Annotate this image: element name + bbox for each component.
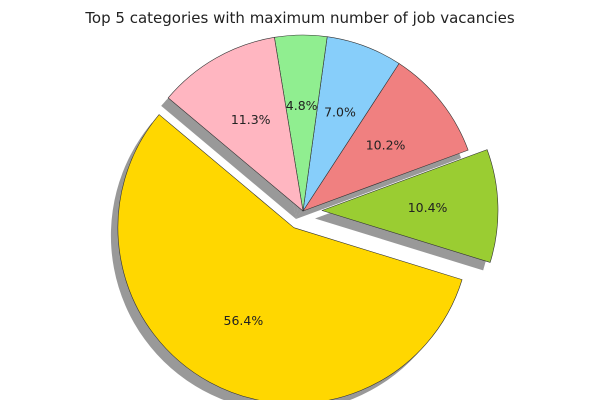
slice-percent-label: 11.3% <box>231 112 271 127</box>
slice-percent-label: 10.2% <box>366 138 406 153</box>
slice-percent-label: 7.0% <box>324 105 356 120</box>
slice-percent-label: 10.4% <box>408 200 448 215</box>
chart-title: Top 5 categories with maximum number of … <box>85 9 515 27</box>
pie-slice <box>321 149 499 263</box>
slice-percent-label: 56.4% <box>224 313 264 328</box>
slice-percent-label: 4.8% <box>286 98 318 113</box>
pie-slice <box>302 63 469 212</box>
pie-slice <box>167 37 304 212</box>
pie-slice <box>117 114 463 400</box>
